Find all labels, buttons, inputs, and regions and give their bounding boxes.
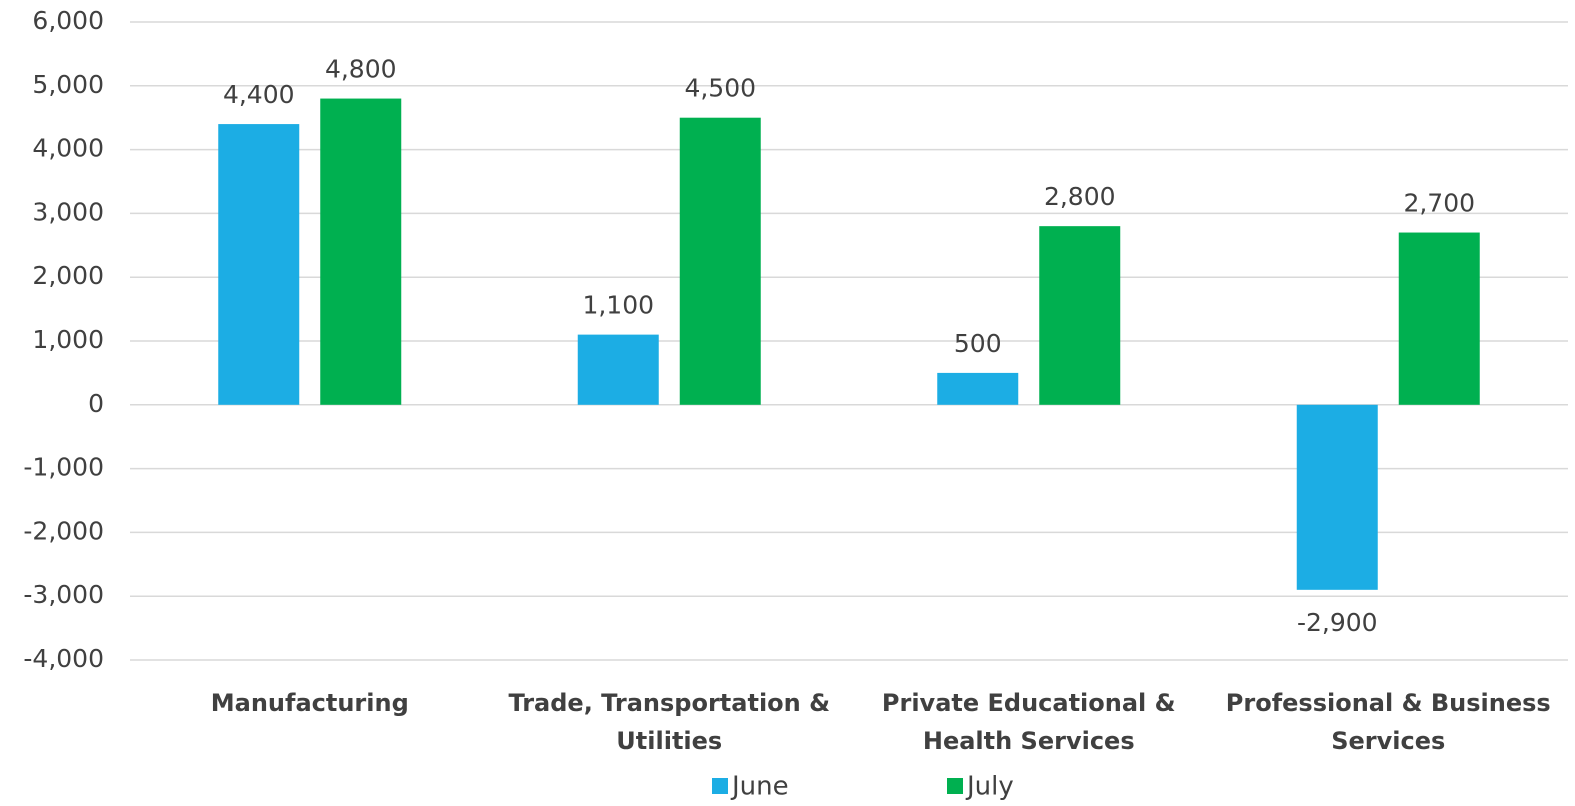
legend-label: July <box>965 772 1014 802</box>
data-label: -2,900 <box>1297 608 1378 637</box>
y-tick-label: 3,000 <box>32 197 104 226</box>
y-tick-label: -1,000 <box>23 453 104 482</box>
y-tick-label: 2,000 <box>32 261 104 290</box>
y-tick-label: 5,000 <box>32 70 104 99</box>
x-tick-label: Trade, Transportation & Utilities <box>508 689 831 755</box>
data-label: 2,700 <box>1403 189 1475 218</box>
data-label: 500 <box>954 329 1002 358</box>
bar <box>937 372 1019 405</box>
bar <box>1398 232 1480 405</box>
legend-label: June <box>730 772 789 802</box>
data-label: 4,800 <box>325 55 397 84</box>
y-tick-label: 6,000 <box>32 6 104 35</box>
bar <box>679 117 761 405</box>
y-tick-label: 4,000 <box>32 134 104 163</box>
data-label: 1,100 <box>582 291 654 320</box>
legend-swatch <box>712 778 728 794</box>
data-label: 4,500 <box>684 74 756 103</box>
x-tick-label: Private Educational & Health Services <box>881 689 1176 755</box>
y-tick-label: 0 <box>88 389 104 418</box>
y-tick-label: -3,000 <box>23 580 104 609</box>
data-label: 4,400 <box>223 80 295 109</box>
data-label: 2,800 <box>1044 182 1116 211</box>
bar <box>320 98 402 405</box>
bar <box>218 124 300 405</box>
y-tick-label: 1,000 <box>32 325 104 354</box>
bar <box>1039 226 1121 405</box>
x-tick-label: Professional & Business Services <box>1225 689 1551 755</box>
legend-swatch <box>947 778 963 794</box>
y-tick-label: -4,000 <box>23 644 104 673</box>
bar <box>1296 404 1378 590</box>
y-tick-label: -2,000 <box>23 516 104 545</box>
bar <box>577 334 659 405</box>
x-tick-label: Manufacturing <box>210 689 409 717</box>
